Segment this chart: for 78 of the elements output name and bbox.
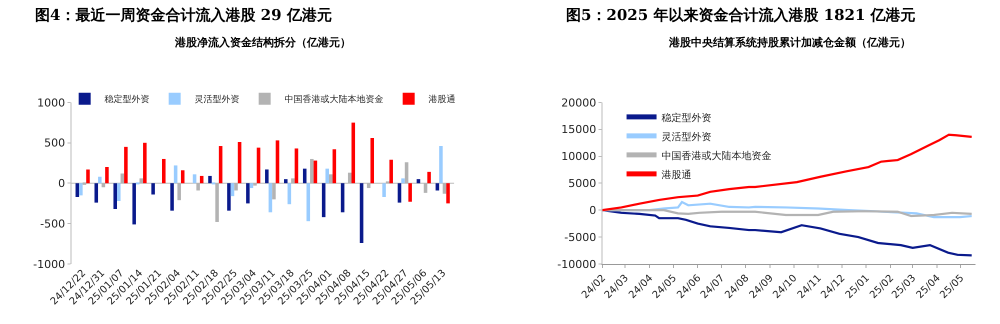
bar xyxy=(389,160,393,184)
bar xyxy=(250,183,254,188)
y-tick-label: -5000 xyxy=(564,230,596,244)
bar xyxy=(227,183,231,211)
bar xyxy=(208,176,212,184)
bar xyxy=(398,183,402,203)
y-tick-label: -500 xyxy=(40,217,66,230)
chart-title: 图4：最近一周资金合计流入港股 29 亿港元 xyxy=(35,6,332,24)
y-tick-label: 10000 xyxy=(561,150,596,164)
line-series xyxy=(602,134,973,212)
legend-label: 稳定型外资 xyxy=(104,94,150,106)
bar xyxy=(256,148,260,184)
y-tick-label: 15000 xyxy=(561,123,596,136)
bar xyxy=(268,183,272,212)
bar xyxy=(151,183,155,195)
bar xyxy=(302,168,306,184)
bar xyxy=(436,183,440,190)
y-tick-label: -1000 xyxy=(33,258,66,271)
bar xyxy=(117,183,121,201)
chart-subtitle: 港股净流入资金结构拆分（亿港元） xyxy=(174,36,351,49)
bar xyxy=(192,174,196,184)
bar xyxy=(322,183,326,218)
y-tick-label: 1000 xyxy=(37,96,66,110)
y-tick-label: 5000 xyxy=(568,177,596,190)
bar xyxy=(360,183,364,243)
bar xyxy=(86,169,90,184)
bar xyxy=(401,178,405,184)
bar xyxy=(79,183,83,196)
bar xyxy=(76,183,80,197)
bar xyxy=(180,170,185,184)
y-tick-label: 500 xyxy=(44,136,66,150)
bar xyxy=(143,142,147,184)
bar xyxy=(416,179,420,184)
bar xyxy=(230,183,234,196)
y-tick-label: 20000 xyxy=(561,96,596,110)
bar xyxy=(105,167,109,184)
legend-label: 中国香港或大陆本地资金 xyxy=(284,94,384,106)
chart-title: 图5：2025 年以来资金合计流入港股 1821 亿港元 xyxy=(566,6,916,24)
bar xyxy=(306,183,310,222)
bar xyxy=(200,176,204,184)
bar xyxy=(332,149,336,184)
bar xyxy=(132,183,136,224)
bar xyxy=(218,146,222,184)
bar xyxy=(162,158,166,184)
bar xyxy=(446,183,450,204)
bar xyxy=(98,176,102,184)
legend-label: 灵活型外资 xyxy=(194,94,240,106)
chart-subtitle: 港股中央结算系统持股累计加减仓金额（亿港元） xyxy=(668,36,911,49)
bar xyxy=(284,179,288,184)
legend-label: 中国香港或大陆本地资金 xyxy=(662,150,772,162)
legend-label: 港股通 xyxy=(662,168,692,181)
legend-label: 灵活型外资 xyxy=(662,130,712,143)
bar xyxy=(276,140,280,184)
bar xyxy=(265,169,269,184)
bar xyxy=(246,183,250,204)
line-series xyxy=(602,209,973,256)
legend-label: 稳定型外资 xyxy=(662,112,712,124)
bar xyxy=(174,165,178,184)
bar xyxy=(340,183,344,212)
bar xyxy=(370,138,374,184)
legend-label: 港股通 xyxy=(428,94,456,106)
bar xyxy=(314,160,318,184)
bar xyxy=(170,183,174,211)
bar xyxy=(382,183,386,197)
bar xyxy=(94,183,98,203)
y-tick-label: 0 xyxy=(58,177,66,190)
bar xyxy=(325,168,330,184)
bar xyxy=(294,148,298,184)
bar xyxy=(427,172,431,184)
bar xyxy=(352,122,356,184)
bar xyxy=(238,142,242,184)
y-tick-label: 0 xyxy=(589,204,596,217)
bar xyxy=(288,183,292,204)
bar xyxy=(113,183,117,210)
bar xyxy=(124,146,128,184)
bar xyxy=(439,146,443,184)
y-tick-label: -10000 xyxy=(557,258,596,271)
bar xyxy=(408,183,412,202)
